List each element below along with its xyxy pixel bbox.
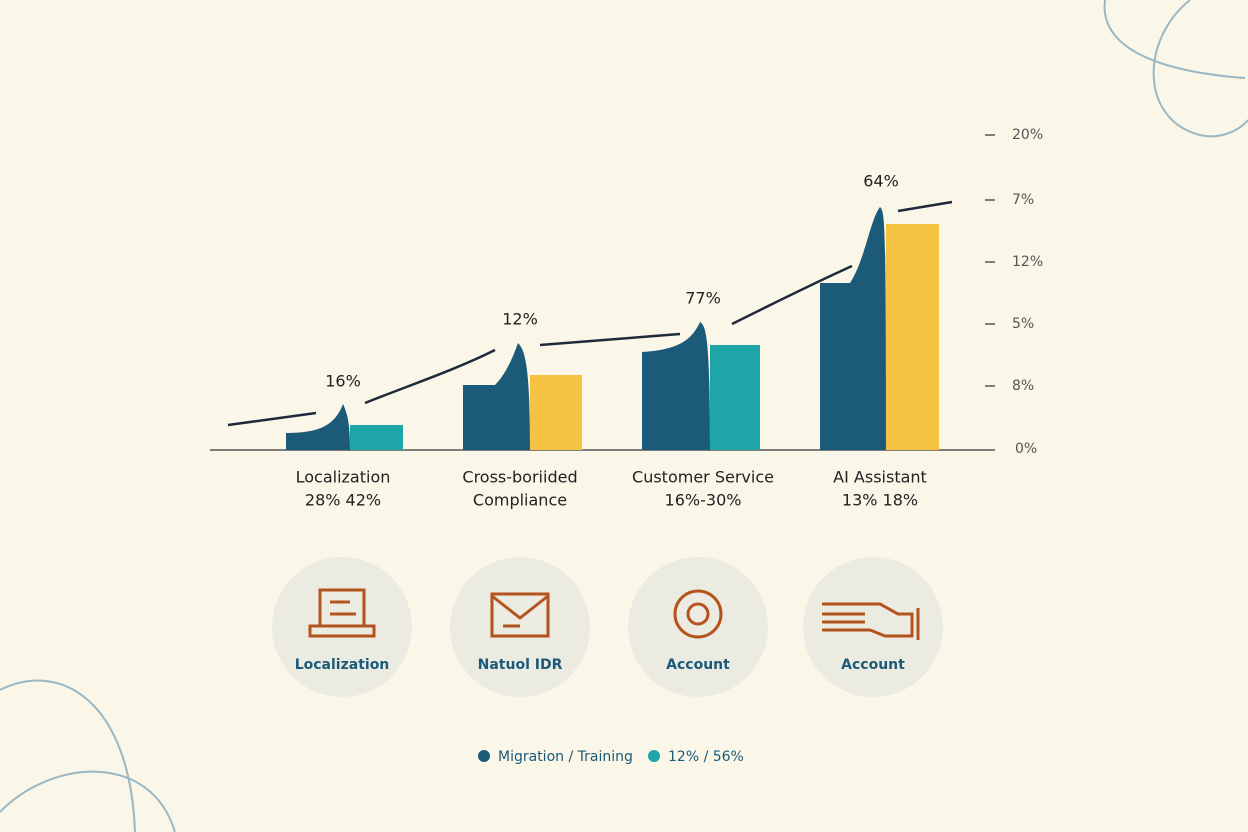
hand-icon bbox=[822, 602, 920, 640]
bars bbox=[286, 207, 939, 450]
gear-icon bbox=[673, 589, 723, 639]
trend-segment bbox=[731, 264, 853, 326]
category-label: AI Assistant bbox=[833, 468, 927, 487]
bar bbox=[710, 345, 760, 450]
corner-curve bbox=[1103, 0, 1246, 79]
axis-label: 0% bbox=[1015, 441, 1037, 457]
bar-label: 77% bbox=[685, 289, 721, 308]
axis-label: 8% bbox=[1012, 378, 1034, 394]
bar bbox=[642, 322, 710, 450]
badge-label: Localization bbox=[295, 657, 390, 673]
document-icon bbox=[308, 588, 376, 638]
badge-label: Natuol IDR bbox=[478, 657, 563, 673]
trend-segment bbox=[364, 348, 496, 405]
category-label: Localization bbox=[296, 468, 391, 487]
corner-curve bbox=[1152, 0, 1248, 138]
axis-label: 12% bbox=[1012, 254, 1043, 270]
category-label: 13% 18% bbox=[842, 491, 918, 510]
axis-label: 7% bbox=[1012, 192, 1034, 208]
trend-line bbox=[227, 200, 953, 427]
legend-swatch bbox=[648, 750, 660, 762]
category-label: 28% 42% bbox=[305, 491, 381, 510]
trend-segment bbox=[897, 200, 953, 213]
category-label: Customer Service bbox=[632, 468, 774, 487]
category-label: Cross-boriided bbox=[462, 468, 577, 487]
trend-segment bbox=[227, 411, 317, 427]
trend-segment bbox=[539, 332, 681, 347]
mail-icon bbox=[490, 592, 550, 638]
badge-label: Account bbox=[841, 657, 905, 673]
badge-circle bbox=[628, 557, 768, 697]
category-label: Compliance bbox=[473, 491, 567, 510]
legend-label: Migration / Training bbox=[498, 749, 633, 765]
badge-circle bbox=[803, 557, 943, 697]
bar-label: 64% bbox=[863, 172, 899, 191]
corner-curve bbox=[0, 770, 176, 832]
badges: Localization Natuol IDR Account Account bbox=[272, 557, 943, 697]
bar bbox=[530, 375, 582, 450]
legend: Migration / Training 12% / 56% bbox=[478, 749, 744, 765]
bar-label: 16% bbox=[325, 372, 361, 391]
legend-swatch bbox=[478, 750, 490, 762]
bar bbox=[350, 425, 403, 450]
bar-label: 12% bbox=[502, 310, 538, 329]
axis-label: 5% bbox=[1012, 316, 1034, 332]
corner-curve bbox=[0, 679, 136, 832]
category-label: 16%-30% bbox=[665, 491, 742, 510]
bar bbox=[886, 224, 939, 450]
bar bbox=[286, 404, 350, 450]
legend-label: 12% / 56% bbox=[668, 749, 744, 765]
bar bbox=[820, 207, 886, 450]
bar bbox=[463, 343, 530, 450]
axis-label: 20% bbox=[1012, 127, 1043, 143]
badge-label: Account bbox=[666, 657, 730, 673]
